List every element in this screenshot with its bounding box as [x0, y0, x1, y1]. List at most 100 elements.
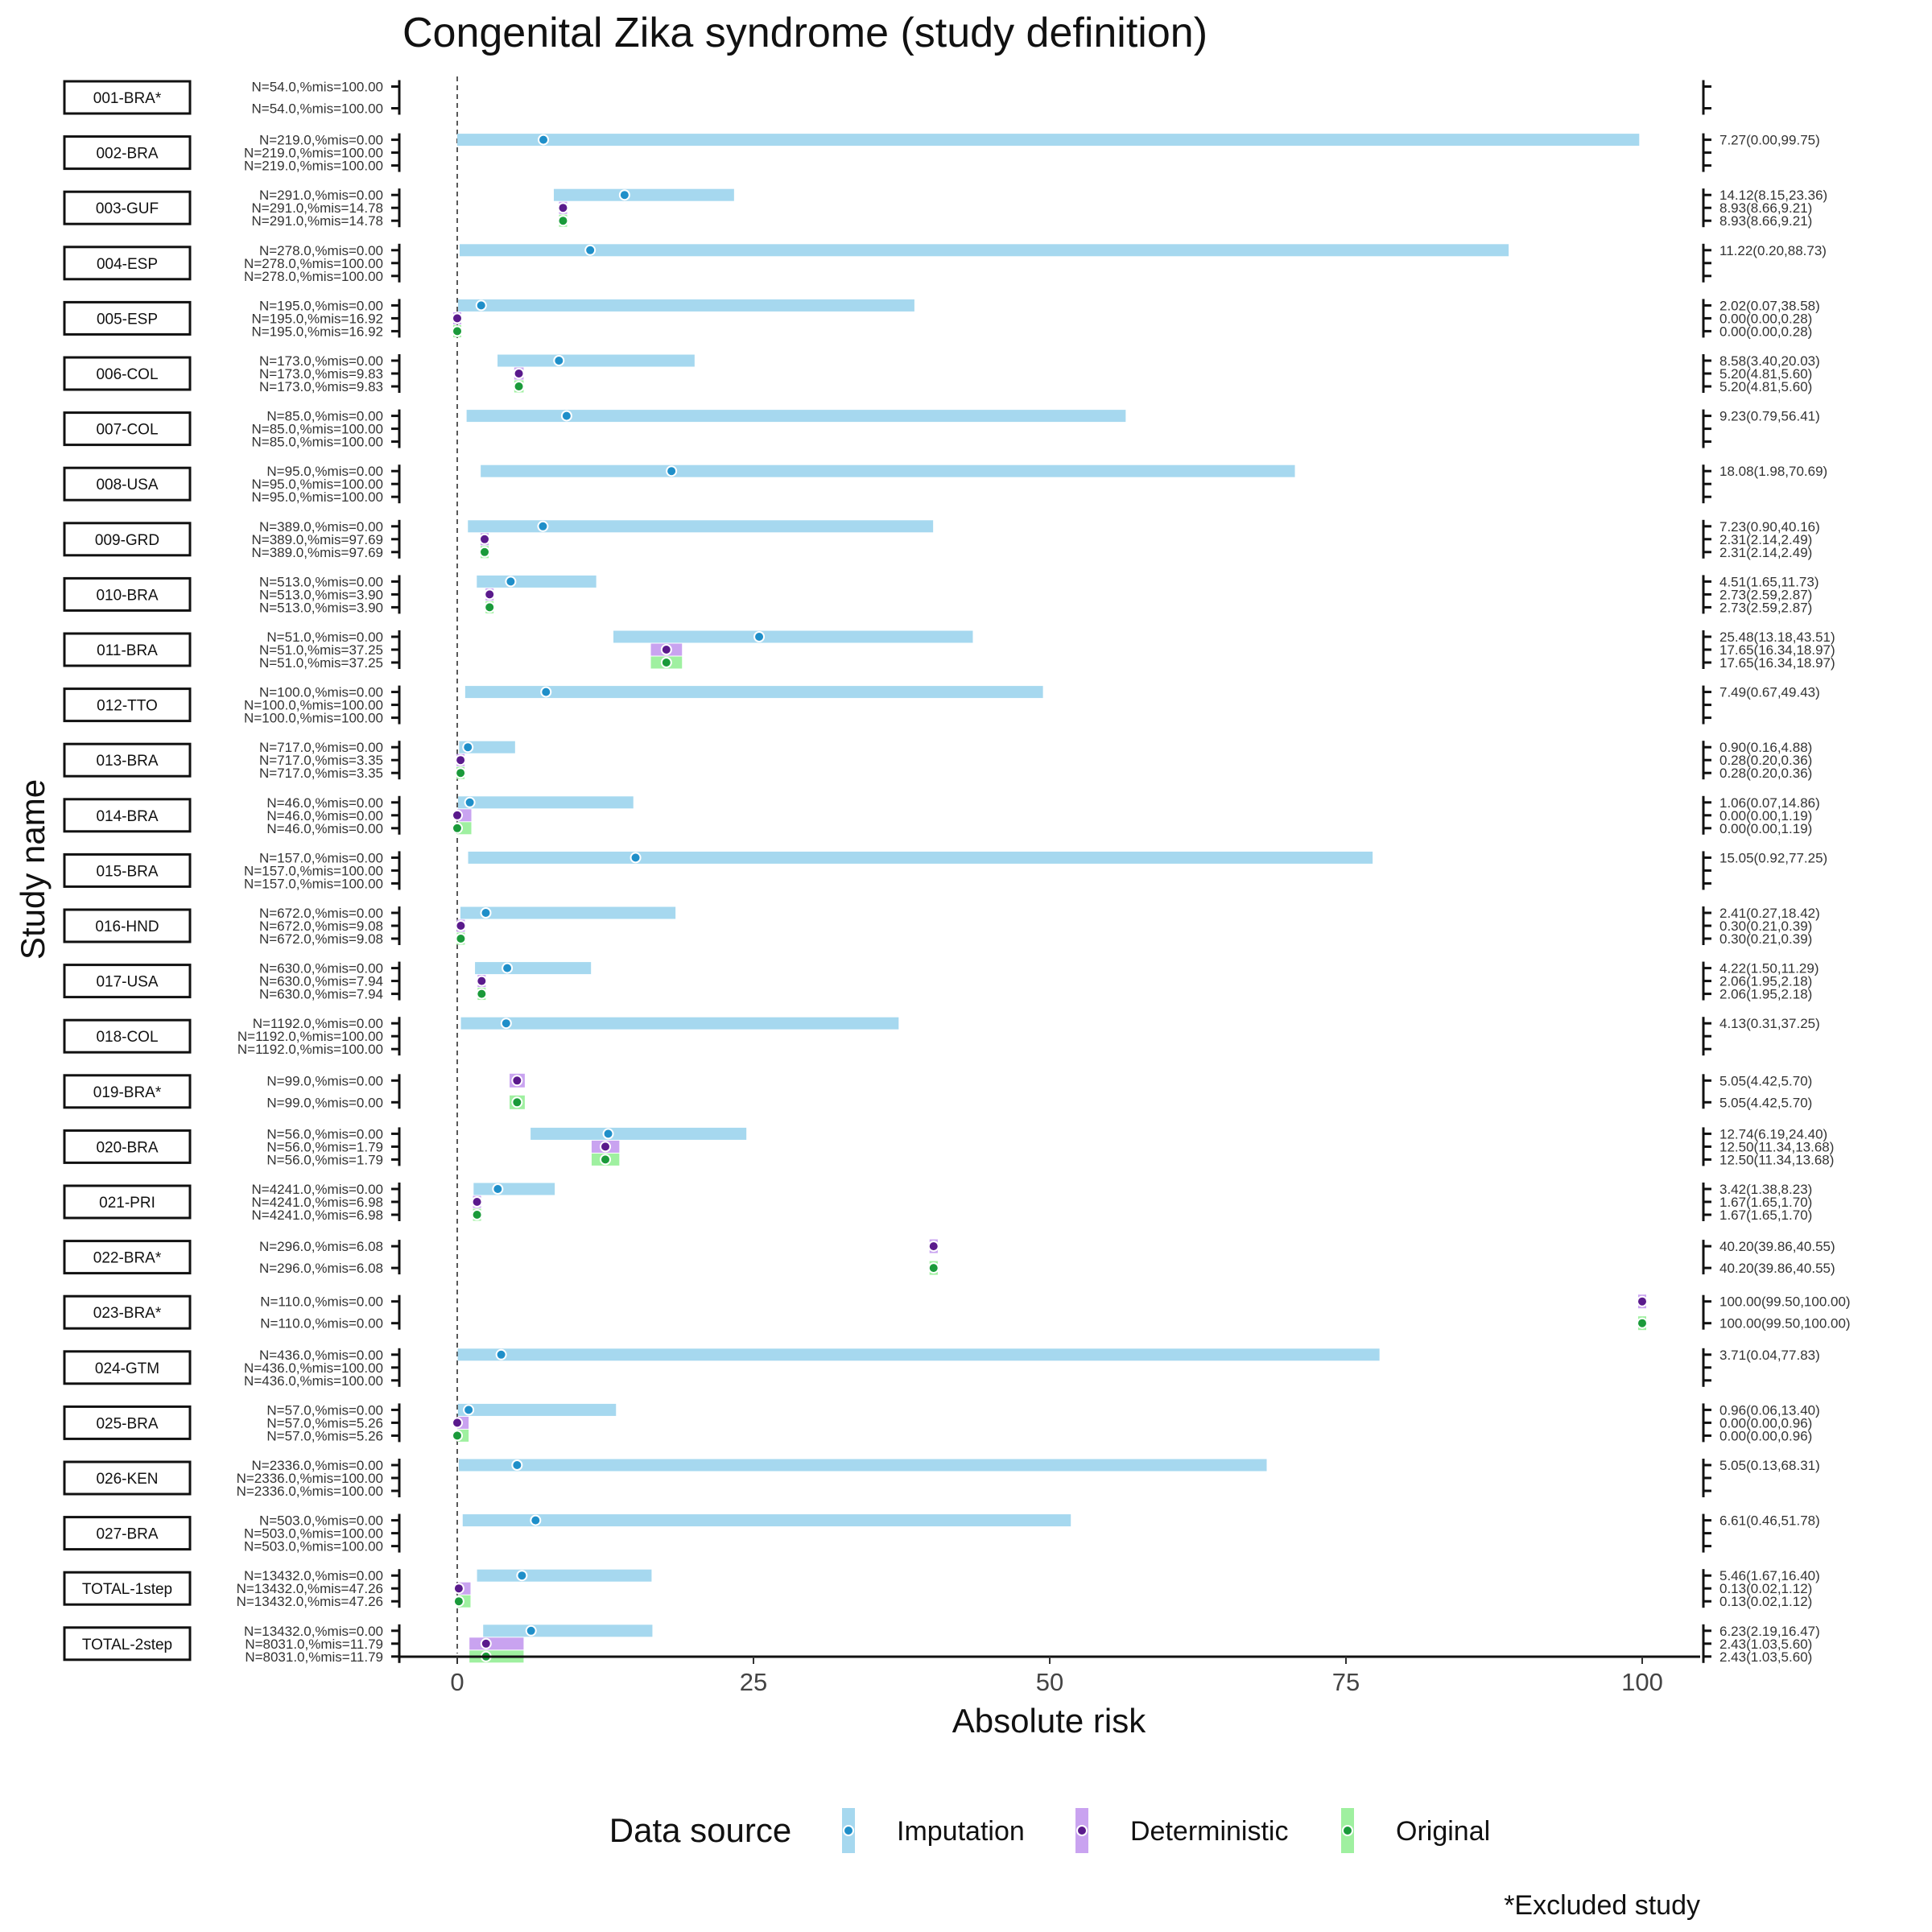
row-n-label: N=219.0,%mis=100.00 [244, 159, 383, 174]
row-n-label: N=630.0,%mis=0.00 [259, 961, 383, 976]
row-n-label: N=389.0,%mis=0.00 [259, 519, 383, 535]
study-name-label: TOTAL-2step [82, 1637, 172, 1653]
row-n-label: N=630.0,%mis=7.94 [259, 974, 383, 989]
ci-bar [457, 134, 1640, 147]
row-n-label: N=110.0,%mis=0.00 [260, 1316, 383, 1331]
study-name-label: 014-BRA [96, 808, 158, 825]
study-name-label: 013-BRA [96, 753, 158, 770]
row-n-label: N=2336.0,%mis=100.00 [237, 1471, 383, 1486]
study-name-box [63, 1350, 192, 1385]
row-estimate-label: 5.05(4.42,5.70) [1719, 1073, 1812, 1088]
row-n-label: N=1192.0,%mis=0.00 [253, 1016, 383, 1031]
row-estimate-label: 7.27(0.00,99.75) [1719, 133, 1820, 148]
ci-bar [553, 188, 734, 201]
estimate-point [479, 533, 491, 545]
study-row: 024-GTM N=436.0,%mis=0.00 3.71(0.04,77.83)… [63, 1348, 1820, 1389]
study-name-label: 019-BRA* [93, 1084, 162, 1101]
study-row: 014-BRA N=46.0,%mis=0.00 1.06(0.07,14.86) N… [63, 795, 1820, 836]
row-estimate-label: 5.20(4.81,5.60) [1719, 379, 1812, 394]
estimate-point [537, 520, 549, 532]
row-n-label: N=2336.0,%mis=0.00 [252, 1458, 384, 1473]
study-row: 016-HND N=672.0,%mis=0.00 2.41(0.27,18.42)… [63, 906, 1820, 947]
row-n-label: N=503.0,%mis=0.00 [259, 1513, 383, 1529]
estimate-point [516, 1570, 528, 1582]
ci-bar [530, 1127, 747, 1140]
row-estimate-label: 40.20(39.86,40.55) [1719, 1261, 1835, 1276]
row-n-label: N=503.0,%mis=100.00 [244, 1539, 383, 1554]
estimate-point [452, 325, 463, 337]
study-name-box [63, 742, 192, 778]
row-estimate-label: 7.49(0.67,49.43) [1719, 685, 1820, 700]
ci-bar [613, 630, 973, 643]
study-name-box [63, 632, 192, 667]
ci-bar [468, 520, 934, 533]
estimate-point [476, 975, 488, 987]
row-n-label: N=157.0,%mis=100.00 [244, 863, 383, 878]
ci-bar [460, 906, 676, 919]
row-n-label: N=157.0,%mis=0.00 [259, 850, 383, 865]
x-axis: 0 25 50 75 100 [398, 1655, 1700, 1696]
row-n-label: N=296.0,%mis=6.08 [259, 1239, 383, 1254]
study-name-box [63, 687, 192, 723]
estimate-point [557, 202, 569, 214]
row-estimate-label: 0.96(0.06,13.40) [1719, 1402, 1820, 1418]
study-row: 015-BRA N=157.0,%mis=0.00 15.05(0.92,77.25… [63, 850, 1827, 891]
study-row: 010-BRA N=513.0,%mis=0.00 4.51(1.65,11.73)… [63, 574, 1819, 615]
row-n-label: N=436.0,%mis=100.00 [244, 1373, 383, 1389]
legend: Data source Imputation Deterministic Origi… [609, 1808, 1490, 1853]
row-n-label: N=503.0,%mis=100.00 [244, 1526, 383, 1542]
estimate-point [462, 741, 474, 753]
ci-bar [469, 1637, 524, 1650]
estimate-point [505, 576, 517, 588]
ci-bar [462, 1514, 1071, 1527]
estimate-point [584, 244, 597, 256]
row-n-label: N=513.0,%mis=3.90 [259, 587, 383, 602]
row-estimate-label: 7.23(0.90,40.16) [1719, 519, 1820, 535]
study-name-box [63, 1460, 192, 1496]
row-n-label: N=389.0,%mis=97.69 [252, 545, 384, 560]
row-estimate-label: 8.58(3.40,20.03) [1719, 353, 1820, 369]
study-name-label: 007-COL [96, 422, 158, 439]
estimate-point [479, 546, 491, 558]
study-row: 012-TTO N=100.0,%mis=0.00 7.49(0.67,49.43)… [63, 685, 1820, 726]
x-tick-label: 50 [1036, 1668, 1063, 1696]
study-row: 017-USA N=630.0,%mis=0.00 4.22(1.50,11.29)… [63, 961, 1819, 1002]
estimate-point [463, 1404, 475, 1416]
study-row: 026-KEN N=2336.0,%mis=0.00 5.05(0.13,68.31… [63, 1458, 1820, 1499]
study-name-box [63, 908, 192, 943]
estimate-point [455, 767, 467, 779]
estimate-point [452, 1596, 464, 1608]
estimate-point [480, 907, 492, 919]
row-estimate-label: 40.20(39.86,40.55) [1719, 1239, 1835, 1254]
study-name-label: 021-PRI [99, 1195, 155, 1212]
row-n-label: N=278.0,%mis=100.00 [244, 269, 383, 284]
study-name-label: 005-ESP [97, 311, 158, 328]
study-name-box [63, 1626, 192, 1662]
study-row: 025-BRA N=57.0,%mis=0.00 0.96(0.06,13.40) N… [63, 1402, 1820, 1443]
study-row: 021-PRI N=4241.0,%mis=0.00 3.42(1.38,8.23)… [63, 1182, 1812, 1223]
row-n-label: N=95.0,%mis=100.00 [252, 489, 384, 505]
row-estimate-label: 4.22(1.50,11.29) [1719, 961, 1819, 976]
row-n-label: N=54.0,%mis=100.00 [252, 80, 384, 95]
estimate-point [530, 1514, 542, 1526]
row-n-label: N=95.0,%mis=100.00 [252, 477, 384, 492]
row-n-label: N=99.0,%mis=0.00 [266, 1095, 383, 1110]
row-estimate-label: 2.02(0.07,38.58) [1719, 298, 1820, 313]
row-n-label: N=672.0,%mis=0.00 [259, 906, 383, 921]
estimate-point [553, 355, 565, 366]
row-estimate-label: 0.30(0.21,0.39) [1719, 931, 1812, 947]
estimate-point [502, 962, 514, 974]
study-name-box [63, 1240, 192, 1275]
study-name-label: 009-GRD [95, 532, 159, 549]
study-name-label: TOTAL-1step [82, 1581, 172, 1598]
row-n-label: N=173.0,%mis=0.00 [259, 353, 383, 369]
study-name-label: 006-COL [96, 366, 158, 383]
estimate-point [484, 588, 496, 601]
study-name-label: 002-BRA [96, 146, 158, 163]
study-name-label: 003-GUF [96, 200, 159, 217]
study-name-box [63, 411, 192, 447]
row-n-label: N=513.0,%mis=3.90 [259, 600, 383, 615]
ci-bar [466, 410, 1126, 423]
estimate-point [464, 796, 476, 808]
row-n-label: N=95.0,%mis=0.00 [266, 464, 383, 479]
